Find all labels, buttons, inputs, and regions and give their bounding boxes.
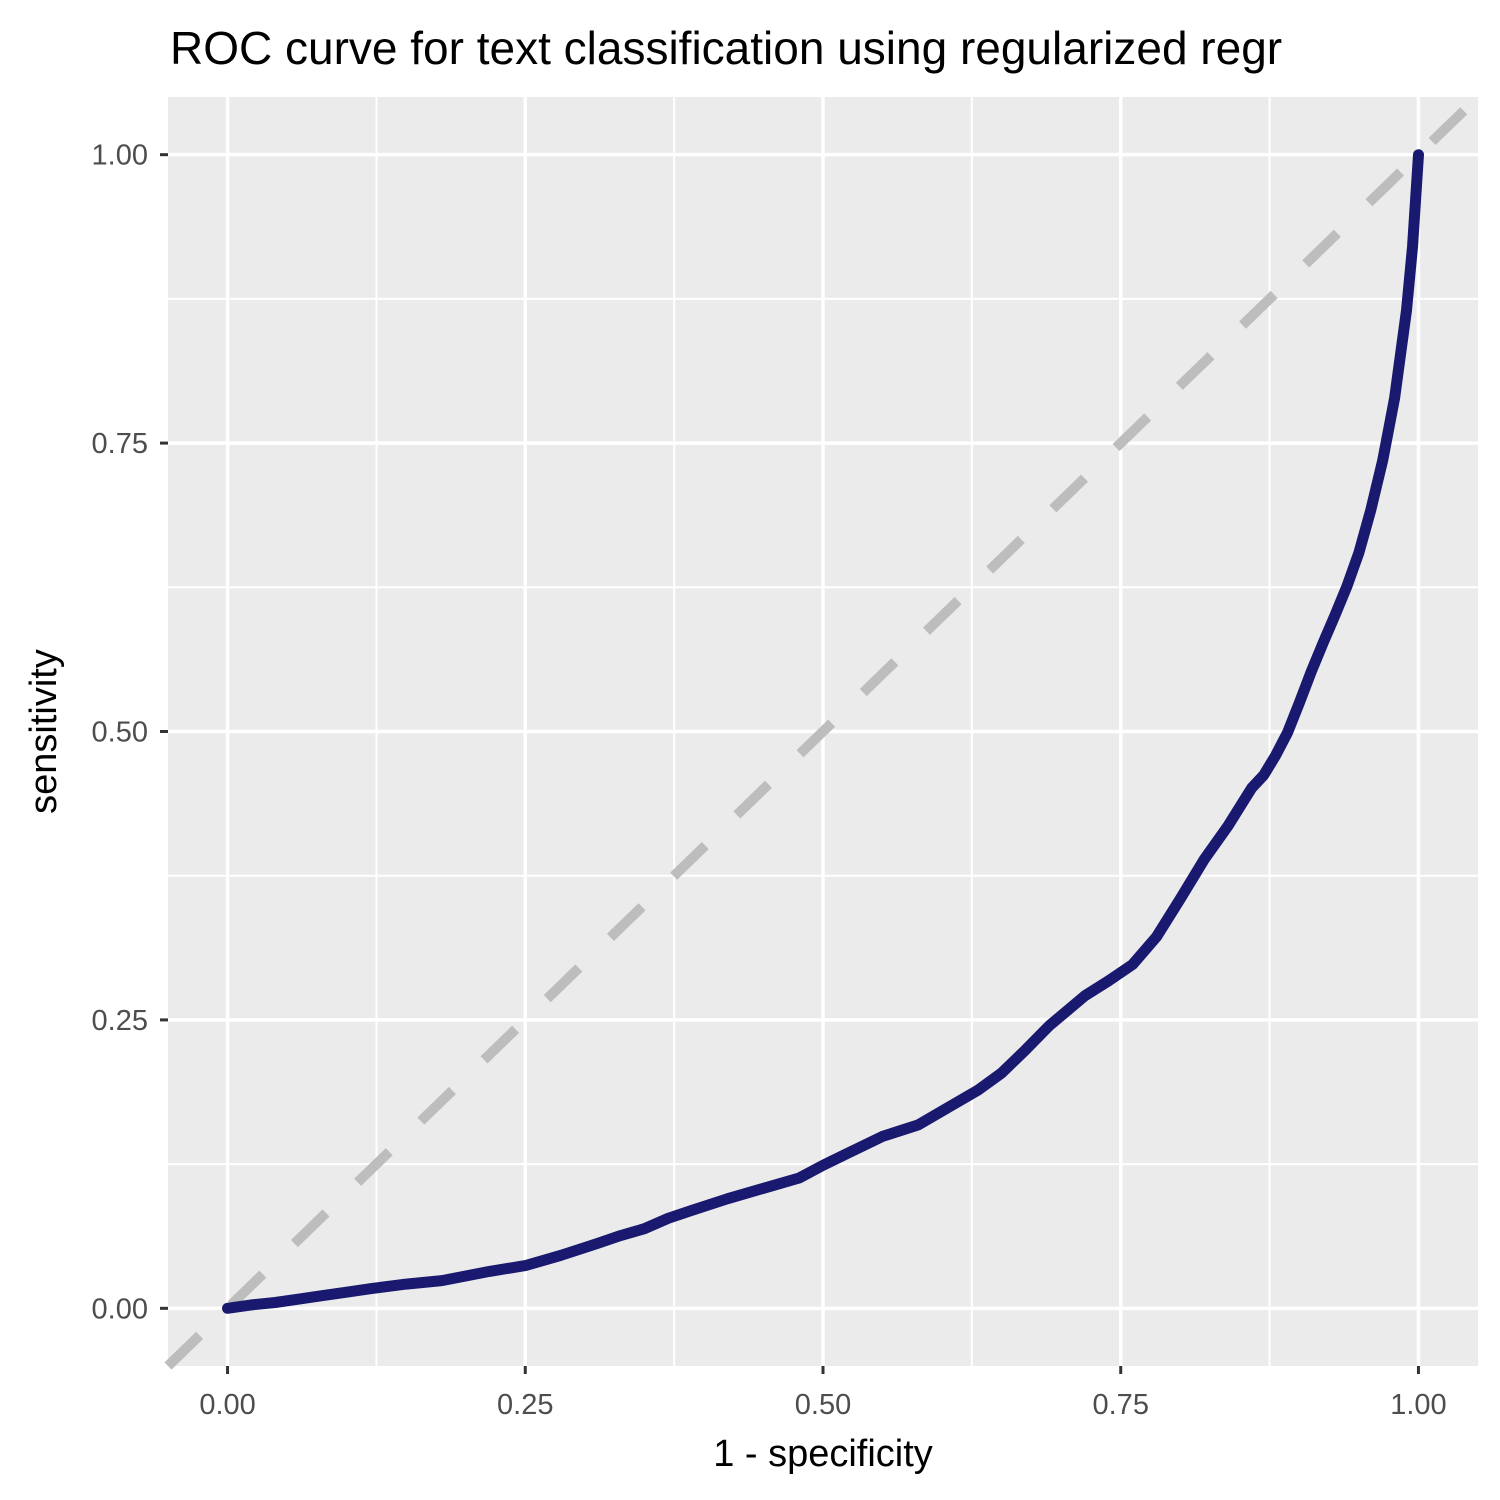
x-tick-label: 0.50 (795, 1389, 851, 1421)
x-tick-label: 0.75 (1093, 1389, 1149, 1421)
roc-curve (222, 149, 1424, 1314)
y-tick-label: 0.00 (92, 1293, 148, 1325)
x-axis-title: 1 - specificity (713, 1433, 933, 1475)
y-tick-label: 0.25 (92, 1005, 148, 1037)
y-axis-ticks: 0.00 0.25 0.50 0.75 1.00 (92, 140, 168, 1325)
y-tick-label: 0.75 (92, 428, 148, 460)
y-axis-title: sensitivity (23, 649, 65, 814)
x-tick-label: 0.00 (199, 1389, 255, 1421)
x-axis-ticks: 0.00 0.25 0.50 0.75 1.00 (199, 1366, 1447, 1421)
x-tick-label: 1.00 (1390, 1389, 1446, 1421)
y-tick-label: 0.50 (92, 717, 148, 749)
chart-title: ROC curve for text classification using … (170, 22, 1282, 74)
x-tick-label: 0.25 (497, 1389, 553, 1421)
y-tick-label: 1.00 (92, 140, 148, 172)
diagonal-reference-line (164, 93, 1482, 1370)
